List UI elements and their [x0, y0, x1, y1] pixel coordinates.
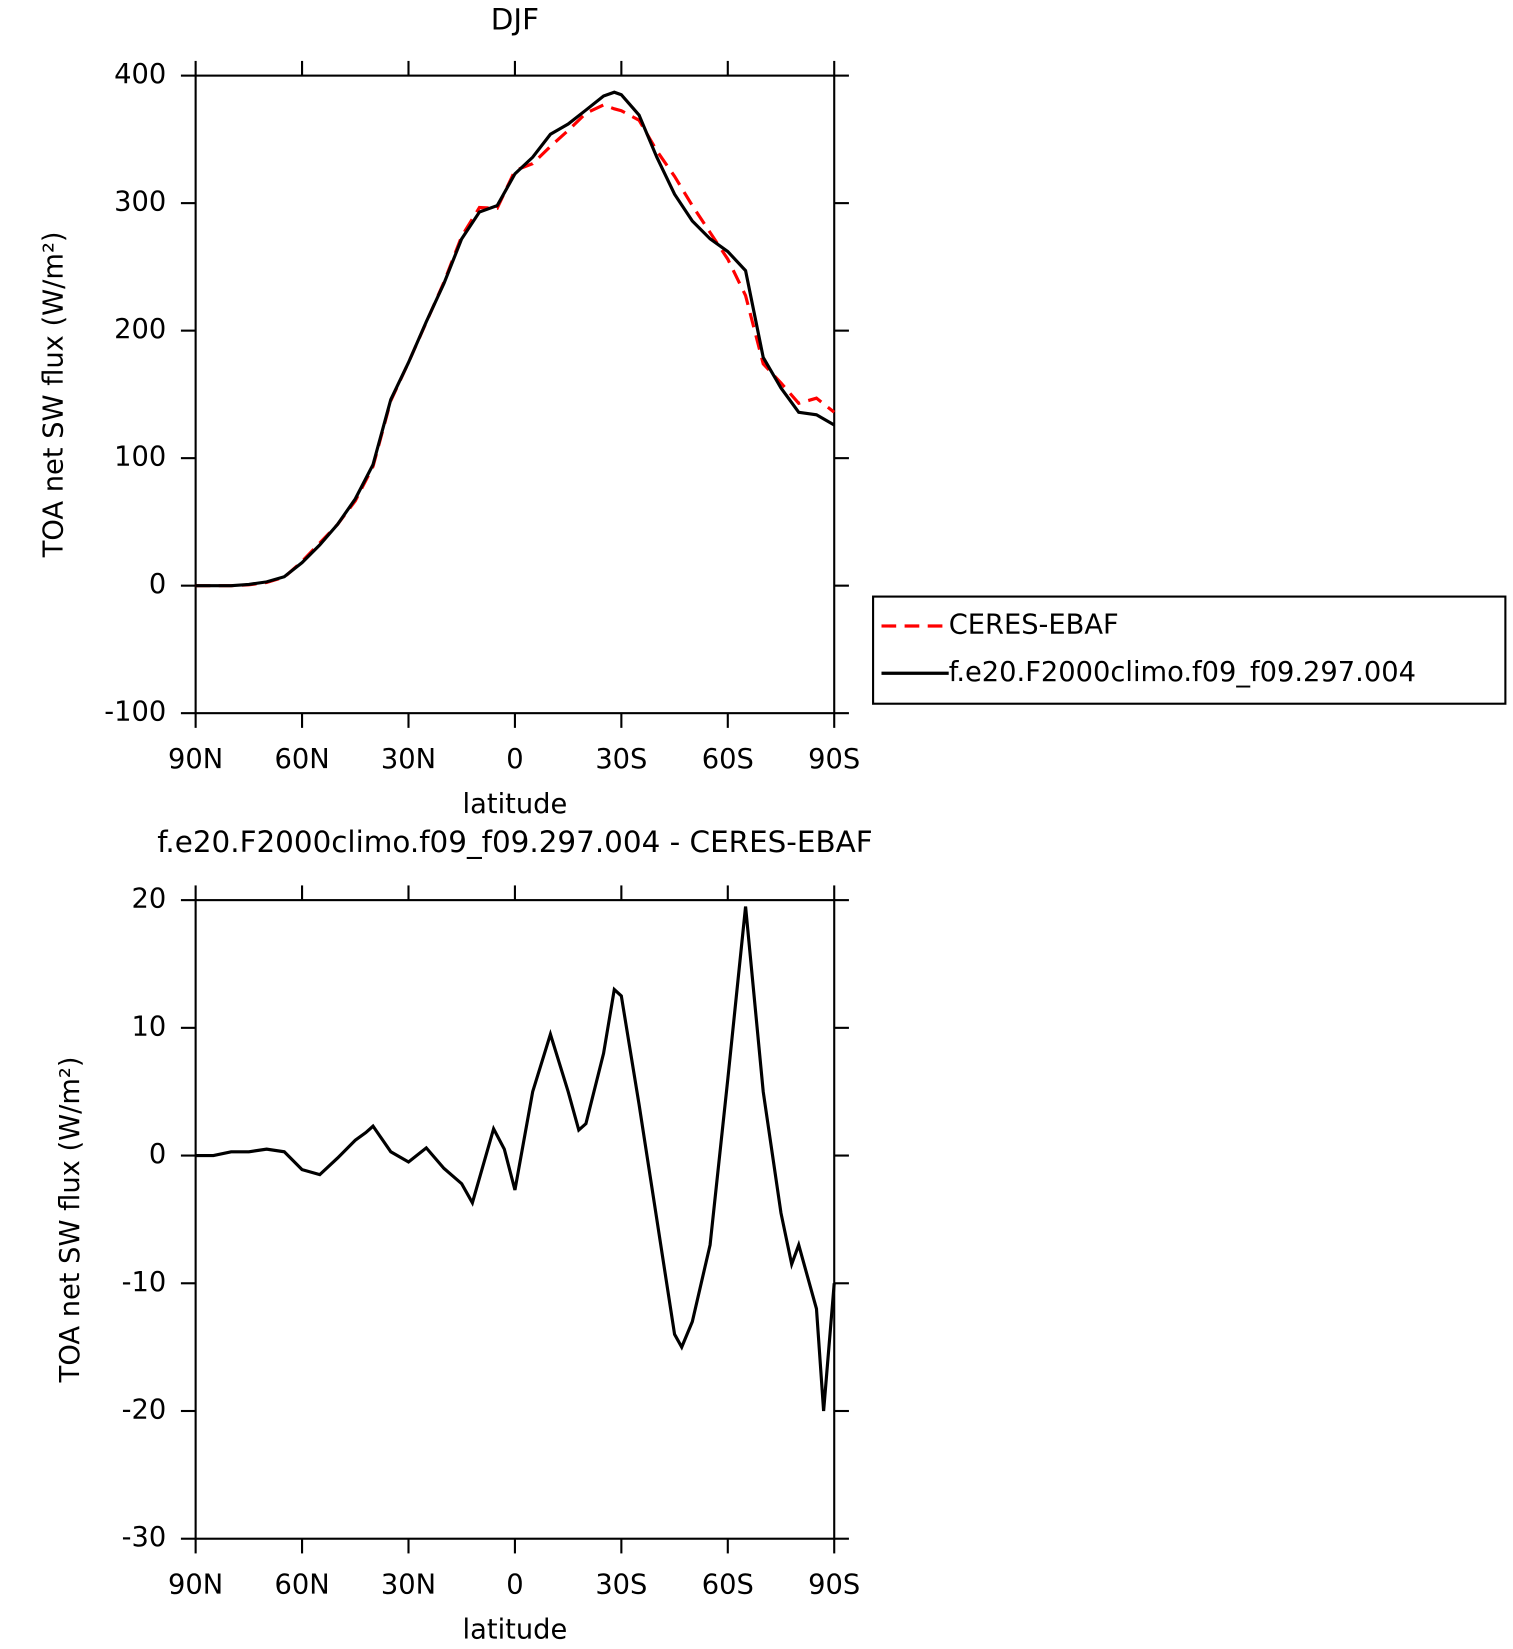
- x-tick-label: 30S: [595, 1569, 647, 1600]
- x-tick-label: 90N: [168, 744, 223, 775]
- y-axis-label: TOA net SW flux (W/m²): [38, 231, 69, 558]
- data-line: [195, 90, 836, 588]
- legend-label: CERES-EBAF: [949, 609, 1119, 640]
- y-tick-label: -100: [104, 697, 166, 728]
- legend-label: f.e20.F2000climo.f09_f09.297.004: [949, 657, 1416, 688]
- y-tick-label: 300: [114, 187, 166, 218]
- x-tick-label: 60S: [702, 1569, 754, 1600]
- x-tick-label: 60S: [702, 744, 754, 775]
- x-tick-label: 60N: [274, 744, 329, 775]
- x-tick-label: 90N: [168, 1569, 223, 1600]
- chart-title: f.e20.F2000climo.f09_f09.297.004 - CERES…: [157, 825, 872, 859]
- x-axis-label: latitude: [463, 789, 568, 820]
- y-tick-label: 20: [131, 884, 166, 915]
- data-line: [195, 906, 836, 1412]
- legend-box: [872, 595, 1507, 705]
- x-tick-label: 0: [506, 1569, 523, 1600]
- y-tick-label: 0: [149, 569, 166, 600]
- x-tick-label: 30S: [595, 744, 647, 775]
- x-tick-label: 90S: [808, 744, 860, 775]
- x-axis-label: latitude: [463, 1615, 568, 1646]
- x-tick-label: 90S: [808, 1569, 860, 1600]
- x-tick-label: 30N: [381, 744, 436, 775]
- x-tick-label: 30N: [381, 1569, 436, 1600]
- plot-frame: [194, 74, 836, 715]
- y-tick-label: 400: [114, 59, 166, 90]
- y-tick-label: 0: [149, 1139, 166, 1170]
- x-tick-label: 60N: [274, 1569, 329, 1600]
- y-tick-label: -30: [122, 1522, 167, 1553]
- y-tick-label: -20: [122, 1394, 167, 1425]
- x-tick-label: 0: [506, 744, 523, 775]
- chart-title: DJF: [491, 3, 539, 37]
- y-tick-label: 200: [114, 314, 166, 345]
- y-axis-label: TOA net SW flux (W/m²): [55, 1056, 86, 1383]
- y-tick-label: 100: [114, 442, 166, 473]
- y-tick-label: 10: [131, 1011, 166, 1042]
- y-tick-label: -10: [122, 1267, 167, 1298]
- plot-frame: [194, 899, 836, 1540]
